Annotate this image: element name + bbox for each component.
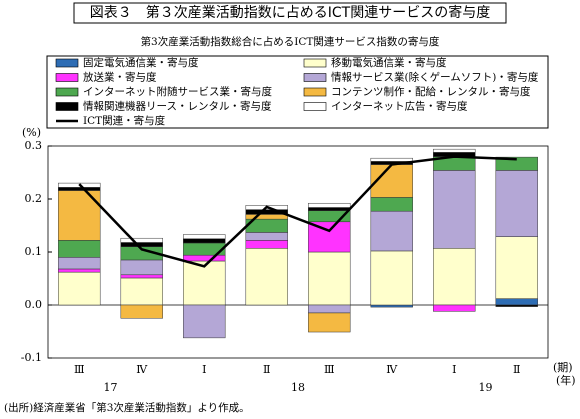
bar-segment (245, 248, 288, 306)
bar-segment (308, 312, 351, 333)
bar-segment (495, 304, 538, 307)
legend-label: コンテンツ制作・配給・レンタル・寄与度 (331, 85, 531, 98)
chart-title: 図表３ 第３次産業活動指数に占めるICT関連サービスの寄与度 (90, 4, 490, 21)
bar-segment (308, 202, 351, 208)
bar-segment (433, 304, 476, 312)
bar-segment (433, 248, 476, 306)
y-tick-label: 0.3 (25, 139, 43, 152)
y-unit: (%) (22, 126, 41, 139)
bar-segment (183, 304, 226, 339)
y-tick-label: -0.1 (21, 351, 42, 364)
bar-segment (183, 234, 226, 239)
bar-segment (58, 187, 101, 191)
bar-segment (495, 236, 538, 299)
y-tick-label: 0.2 (25, 192, 43, 205)
x-tick-label: Ⅳ (136, 363, 148, 376)
x-tick-label: Ⅳ (386, 363, 398, 376)
bar-segment (308, 251, 351, 306)
bar-segment (245, 214, 288, 220)
y-tick-label: 0.0 (25, 298, 43, 311)
x-unit: (期) (553, 361, 573, 374)
bar-segment (370, 157, 413, 162)
bar-segment (58, 268, 101, 273)
legend-label: 情報関連機器リース・レンタル・寄与度 (83, 100, 272, 113)
x-tick-label: Ⅱ (263, 363, 270, 376)
legend-swatch (303, 73, 327, 82)
chart-subtitle: 第3次産業活動指数総合に占めるICT関連サービス指数の寄与度 (141, 35, 440, 48)
year-unit: (年) (556, 373, 576, 387)
bar-segment (495, 156, 538, 171)
legend-swatch (55, 58, 79, 68)
bar-segment (245, 232, 288, 241)
bar-segment (120, 242, 163, 247)
legend-swatch (55, 102, 79, 111)
legend-swatch (303, 87, 327, 97)
bar-segment (120, 277, 163, 306)
legend-swatch (55, 73, 79, 82)
bar-segment (120, 259, 163, 276)
bar-segment (433, 148, 476, 153)
bar-segment (183, 260, 226, 306)
bar-segment (308, 304, 351, 314)
bar-segment (370, 250, 413, 306)
x-tick-label: Ⅲ (74, 363, 85, 376)
legend-label: 情報サービス業(除くゲームソフト)・寄与度 (331, 71, 539, 84)
x-tick-label: Ⅰ (452, 363, 456, 376)
bar-segment (370, 164, 413, 198)
source: (出所)経済産業省「第3次産業活動指数」より作成。 (4, 401, 250, 414)
bar-segment (370, 197, 413, 212)
bar-segment (370, 210, 413, 252)
legend-swatch (55, 87, 79, 97)
legend-label: インターネット広告・寄与度 (331, 100, 468, 113)
bar-segment (370, 304, 413, 308)
x-tick-label: Ⅰ (202, 363, 206, 376)
bar-segment (120, 274, 163, 279)
legend-label: 放送業・寄与度 (83, 71, 157, 84)
legend-label: インターネット附随サービス業・寄与度 (83, 85, 272, 98)
bar-segment (120, 237, 163, 243)
legend-swatch (303, 102, 327, 111)
year-label: 18 (291, 381, 305, 394)
legend-label: 移動電気通信業・寄与度 (331, 56, 447, 69)
bar-segment (495, 170, 538, 237)
bar-segment (183, 238, 226, 244)
x-tick-label: Ⅱ (513, 363, 520, 376)
legend-box (46, 55, 549, 129)
legend-label: ICT関連・寄与度 (83, 114, 166, 127)
y-tick-label: 0.1 (25, 245, 43, 258)
bar-segment (308, 207, 351, 211)
legend-swatch (303, 58, 327, 68)
ict-line (78, 155, 517, 268)
bar-segment (58, 271, 101, 306)
x-tick-label: Ⅲ (324, 363, 335, 376)
year-label: 19 (479, 381, 493, 394)
legend-label: 固定電気通信業・寄与度 (83, 56, 199, 69)
bar-segment (120, 304, 163, 319)
bar-segment (308, 221, 351, 253)
bar-segment (183, 254, 226, 262)
year-label: 17 (104, 381, 118, 394)
title-box (73, 2, 507, 24)
bar-segment (433, 170, 476, 249)
bar-segment (245, 240, 288, 249)
bar-segment (495, 298, 538, 306)
bar-segment (58, 240, 101, 258)
bar-segment (58, 257, 101, 270)
